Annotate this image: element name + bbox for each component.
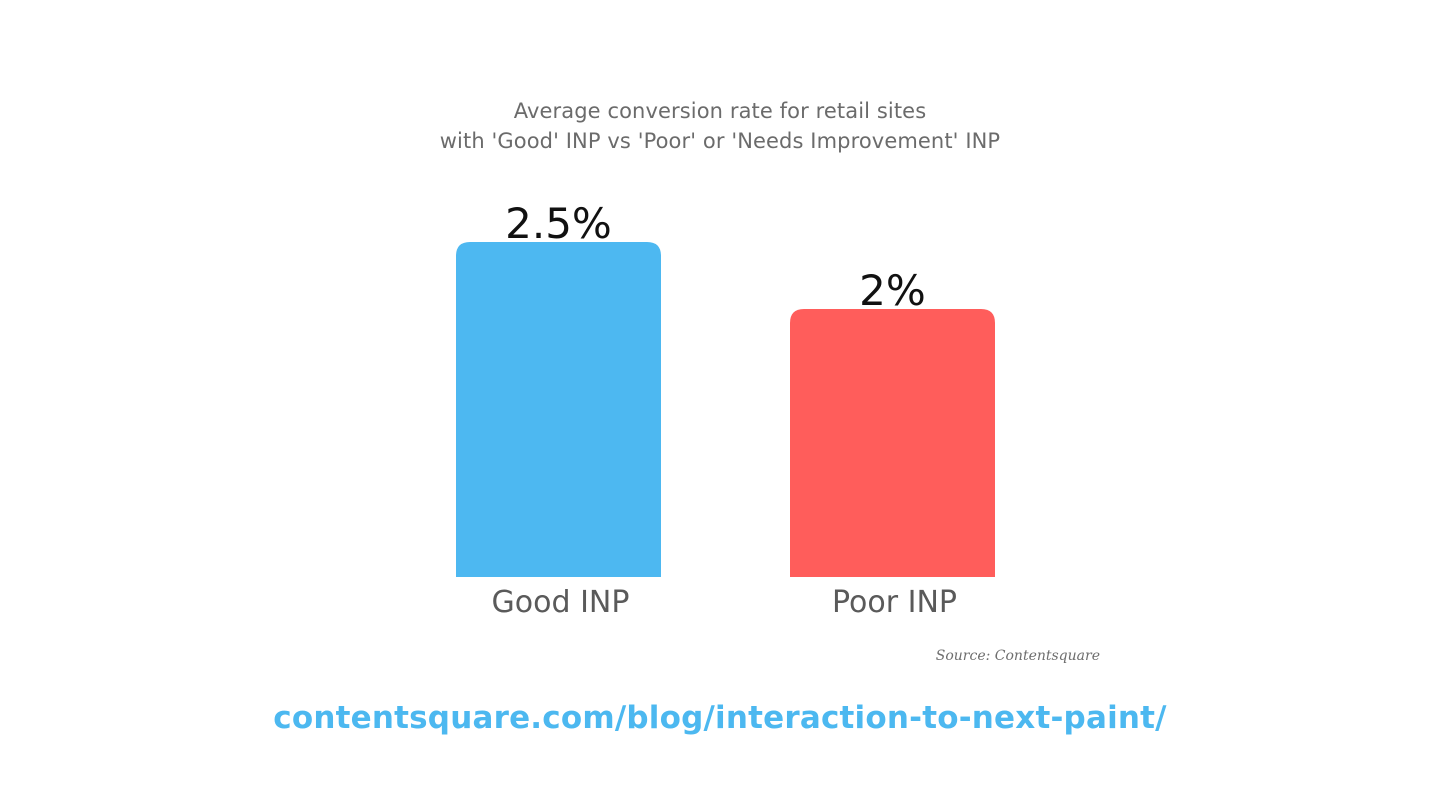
category-label-good-inp: Good INP — [492, 585, 630, 620]
source-url-link[interactable]: contentsquare.com/blog/interaction-to-ne… — [273, 700, 1167, 736]
category-label-poor-inp: Poor INP — [832, 585, 957, 620]
chart-title-line-2: with 'Good' INP vs 'Poor' or 'Needs Impr… — [439, 129, 1001, 153]
data-label-good-inp: 2.5% — [505, 199, 612, 248]
chart-title-line-1: Average conversion rate for retail sites — [513, 99, 927, 123]
bar-poor-inp — [790, 309, 995, 577]
source-note: Source: Contentsquare — [935, 648, 1100, 664]
bar-good-inp — [456, 242, 661, 577]
data-label-poor-inp: 2% — [859, 266, 926, 315]
